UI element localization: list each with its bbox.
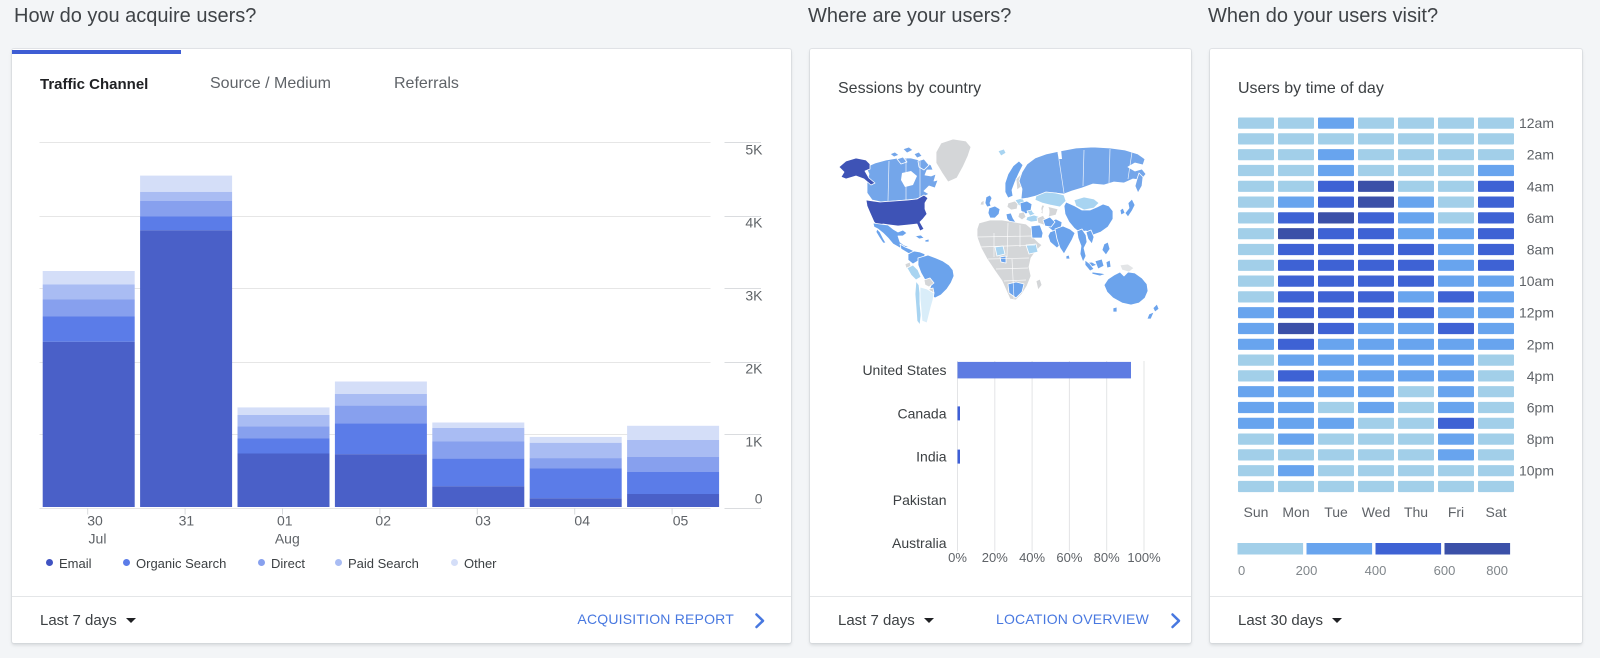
svg-text:2pm: 2pm: [1527, 336, 1554, 352]
svg-text:05: 05: [673, 513, 689, 529]
svg-text:1K: 1K: [745, 434, 763, 450]
svg-text:Wed: Wed: [1362, 504, 1391, 520]
svg-text:800: 800: [1486, 563, 1508, 578]
svg-text:0: 0: [755, 491, 763, 507]
svg-text:600: 600: [1434, 563, 1456, 578]
svg-text:Canada: Canada: [897, 405, 946, 421]
svg-text:100%: 100%: [1127, 550, 1161, 565]
svg-text:0%: 0%: [948, 550, 967, 565]
svg-text:Pakistan: Pakistan: [893, 492, 947, 508]
svg-text:40%: 40%: [1019, 550, 1045, 565]
svg-text:04: 04: [574, 513, 590, 529]
svg-text:Sat: Sat: [1485, 504, 1506, 520]
svg-text:4am: 4am: [1527, 178, 1554, 194]
svg-text:0: 0: [1238, 563, 1245, 578]
svg-text:Sun: Sun: [1244, 504, 1269, 520]
svg-text:Aug: Aug: [275, 531, 300, 547]
svg-text:United States: United States: [862, 362, 946, 378]
svg-text:4pm: 4pm: [1527, 368, 1554, 384]
svg-text:60%: 60%: [1056, 550, 1082, 565]
svg-text:4K: 4K: [745, 215, 763, 231]
svg-text:02: 02: [375, 513, 391, 529]
svg-text:Thu: Thu: [1404, 504, 1428, 520]
svg-text:6am: 6am: [1527, 210, 1554, 226]
svg-text:12pm: 12pm: [1519, 305, 1554, 321]
svg-text:80%: 80%: [1094, 550, 1120, 565]
svg-text:2am: 2am: [1527, 147, 1554, 163]
svg-text:Jul: Jul: [89, 531, 107, 547]
svg-text:8pm: 8pm: [1527, 431, 1554, 447]
svg-text:5K: 5K: [745, 142, 763, 158]
svg-text:6pm: 6pm: [1527, 400, 1554, 416]
svg-text:8am: 8am: [1527, 242, 1554, 258]
svg-text:10pm: 10pm: [1519, 463, 1554, 479]
svg-text:India: India: [916, 449, 947, 465]
svg-text:Fri: Fri: [1448, 504, 1464, 520]
svg-text:200: 200: [1296, 563, 1318, 578]
svg-text:12am: 12am: [1519, 115, 1554, 131]
svg-text:03: 03: [475, 513, 491, 529]
svg-text:3K: 3K: [745, 288, 763, 304]
svg-text:10am: 10am: [1519, 273, 1554, 289]
svg-text:400: 400: [1365, 563, 1387, 578]
svg-text:31: 31: [179, 513, 195, 529]
svg-text:20%: 20%: [982, 550, 1008, 565]
svg-text:Australia: Australia: [892, 535, 947, 551]
svg-text:Tue: Tue: [1324, 504, 1348, 520]
svg-text:2K: 2K: [745, 361, 763, 377]
svg-text:Mon: Mon: [1282, 504, 1309, 520]
svg-text:30: 30: [87, 513, 103, 529]
svg-text:01: 01: [277, 513, 293, 529]
